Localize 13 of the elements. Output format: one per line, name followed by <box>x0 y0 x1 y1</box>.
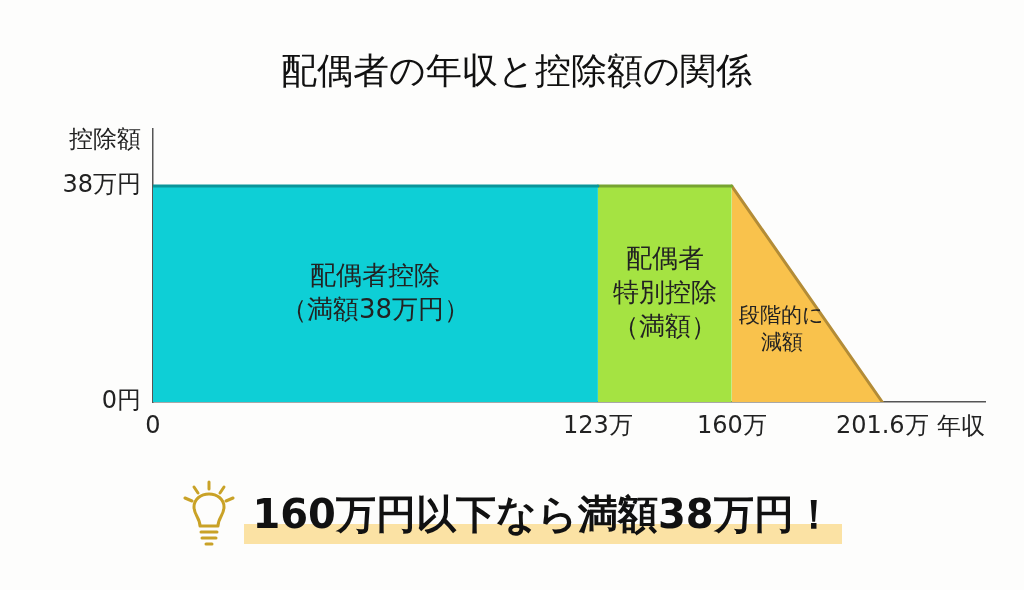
x-tick-label: 201.6万 <box>835 410 929 439</box>
series-label: 配偶者特別控除（満額） <box>612 242 717 341</box>
text: 160万円以下なら満額38万円！ <box>244 484 842 544</box>
y-axis-title: 控除額 <box>69 125 141 154</box>
y-tick-label: 0円 <box>101 386 141 415</box>
series-label: 配偶者控除（満額38万円） <box>280 259 471 324</box>
series-label: 段階的に減額 <box>739 302 825 354</box>
y-tick-label: 38万円 <box>62 170 141 199</box>
x-tick-label: 160万 <box>696 410 767 439</box>
chart-title: 配偶者の年収と控除額の関係 <box>281 49 752 91</box>
x-axis-title: 年収 <box>937 412 985 441</box>
x-tick-label: 0 <box>145 410 161 439</box>
x-tick-label: 123万 <box>563 410 633 439</box>
